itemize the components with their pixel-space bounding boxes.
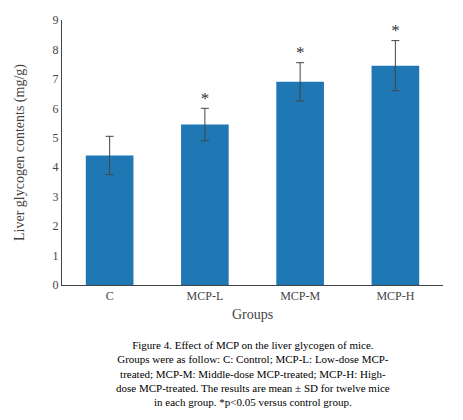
svg-text:MCP-M: MCP-M (280, 289, 320, 303)
svg-text:6: 6 (53, 102, 59, 116)
svg-text:Groups: Groups (232, 307, 273, 322)
svg-text:Liver glycogen contents (mg/g): Liver glycogen contents (mg/g) (12, 64, 28, 241)
svg-text:3: 3 (53, 190, 59, 204)
svg-text:9: 9 (53, 13, 59, 27)
svg-text:7: 7 (53, 72, 59, 86)
svg-text:*: * (391, 21, 400, 40)
svg-text:MCP-L: MCP-L (187, 289, 224, 303)
svg-text:*: * (201, 89, 210, 108)
svg-text:5: 5 (53, 131, 59, 145)
svg-text:*: * (296, 43, 305, 62)
svg-text:2: 2 (53, 219, 59, 233)
svg-text:MCP-H: MCP-H (376, 289, 414, 303)
svg-text:4: 4 (53, 160, 59, 174)
svg-text:Figure 4. Effect of MCP on the: Figure 4. Effect of MCP on the liver gly… (116, 339, 390, 408)
svg-text:C: C (106, 289, 114, 303)
svg-text:8: 8 (53, 43, 59, 57)
svg-text:0: 0 (53, 278, 59, 292)
svg-text:1: 1 (53, 249, 59, 263)
